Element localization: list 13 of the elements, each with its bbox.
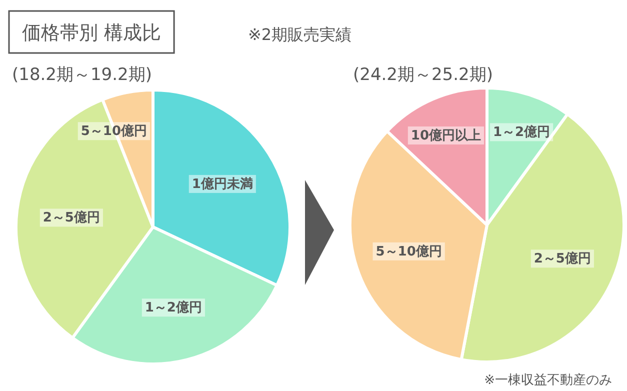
- slice-label: 10億円以上: [410, 127, 481, 144]
- text: ※一棟収益不動産のみ: [484, 372, 612, 388]
- slice-label: 5～10億円: [80, 123, 147, 140]
- chart-title: (24.2期～25.2期): [353, 65, 493, 85]
- slice-label: 1～2億円: [144, 300, 202, 316]
- slice-label: 2～5億円: [42, 210, 100, 226]
- slice-label: 1～2億円: [493, 124, 550, 140]
- slice-label: 2～5億円: [534, 250, 591, 267]
- chart-title: 価格帯別 構成比: [22, 22, 162, 44]
- slice-label: 1億円未満: [192, 176, 253, 192]
- text: ※2期販売実績: [248, 25, 352, 44]
- slice-label: 5～10億円: [376, 243, 442, 260]
- chart-subtitle: (18.2期～19.2期): [12, 65, 152, 85]
